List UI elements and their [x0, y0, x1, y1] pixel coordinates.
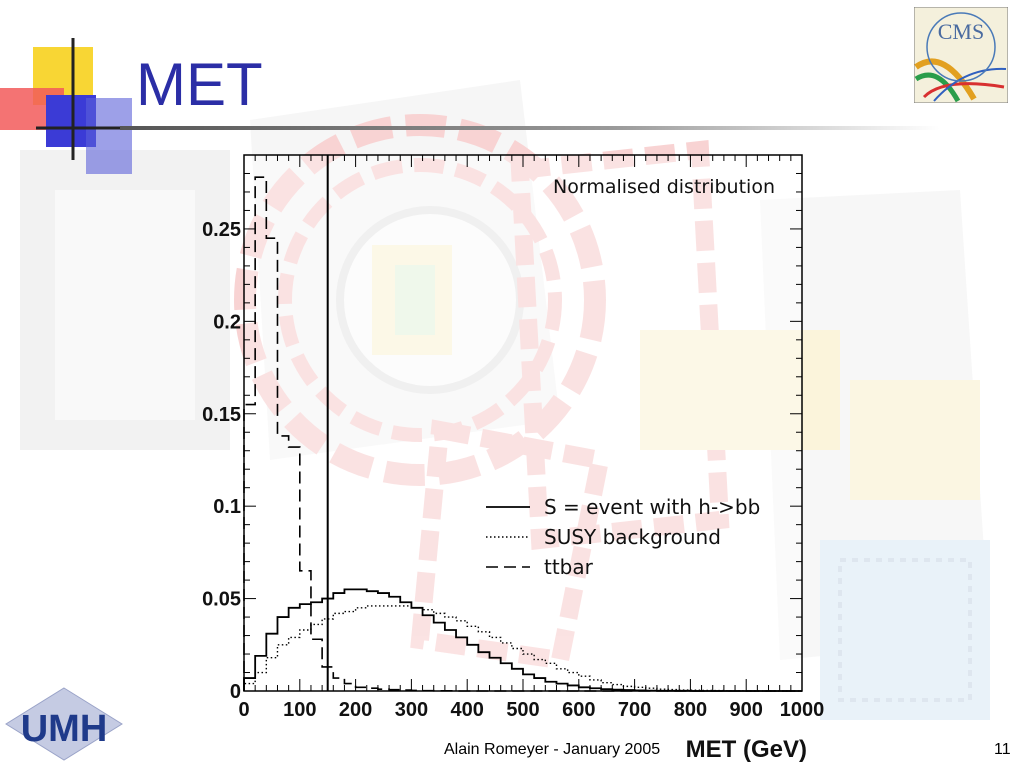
x-tick-label: 800	[674, 699, 707, 721]
x-tick-label: 900	[730, 699, 763, 721]
x-tick-label: 600	[562, 699, 595, 721]
x-tick-label: 200	[339, 699, 372, 721]
x-tick-label: 300	[395, 699, 428, 721]
y-tick-label: 0.25	[202, 219, 241, 241]
x-tick-label: 100	[283, 699, 316, 721]
x-tick-label: 500	[506, 699, 539, 721]
chart-title: Normalised distribution	[553, 176, 775, 198]
y-tick-label: 0	[230, 681, 241, 703]
y-tick-label: 0.2	[213, 311, 241, 333]
x-tick-label: 0	[238, 699, 249, 721]
series-line-3	[243, 176, 802, 692]
x-axis-label: MET (GeV)	[686, 736, 807, 763]
footer-author-date: Alain Romeyer - January 2005	[444, 741, 661, 758]
page-number: 11	[994, 741, 1011, 758]
cms-logo: CMS	[914, 7, 1008, 103]
y-tick-label: 0.15	[202, 404, 241, 426]
umh-logo: UMH	[5, 687, 123, 761]
plot-area	[243, 154, 803, 692]
legend-label-3: ttbar	[544, 555, 594, 579]
decorative-squares	[0, 38, 140, 174]
y-tick-label: 0.1	[213, 496, 241, 518]
cms-logo-text: CMS	[938, 19, 984, 44]
legend: S = event with h->bb SUSY background ttbar	[486, 495, 760, 579]
legend-label-2: SUSY background	[544, 525, 721, 549]
slide-title: MET	[136, 51, 263, 118]
x-tick-label: 1000	[780, 699, 825, 721]
y-tick-label: 0.05	[202, 589, 241, 611]
x-tick-label: 700	[618, 699, 651, 721]
x-tick-label: 400	[451, 699, 484, 721]
umh-logo-text: UMH	[21, 708, 108, 750]
title-underline	[120, 126, 940, 130]
legend-label-1: S = event with h->bb	[544, 495, 760, 519]
